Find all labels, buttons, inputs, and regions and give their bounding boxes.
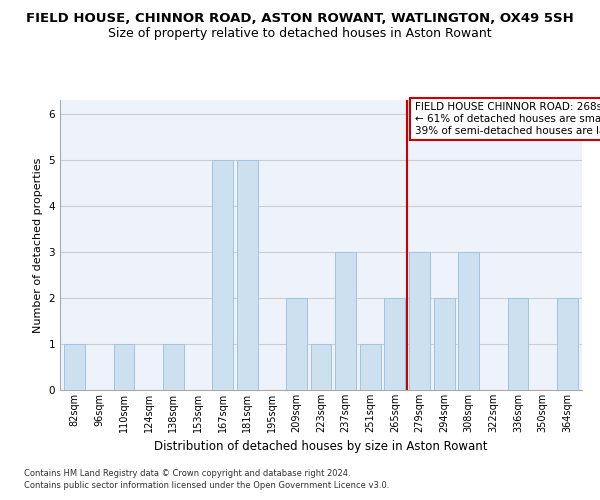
Text: FIELD HOUSE CHINNOR ROAD: 268sqm
← 61% of detached houses are smaller (20)
39% o: FIELD HOUSE CHINNOR ROAD: 268sqm ← 61% o… [415,102,600,136]
Bar [557,298,578,390]
X-axis label: Distribution of detached houses by size in Aston Rowant: Distribution of detached houses by size … [154,440,488,454]
Text: Size of property relative to detached houses in Aston Rowant: Size of property relative to detached ho… [108,28,492,40]
Y-axis label: Number of detached properties: Number of detached properties [33,158,43,332]
Text: Contains public sector information licensed under the Open Government Licence v3: Contains public sector information licen… [24,481,389,490]
Bar [163,344,184,390]
Text: Contains HM Land Registry data © Crown copyright and database right 2024.: Contains HM Land Registry data © Crown c… [24,468,350,477]
Bar [434,298,455,390]
Bar [335,252,356,390]
Bar [212,160,233,390]
Bar [311,344,331,390]
Bar [385,298,406,390]
Bar [286,298,307,390]
Bar [458,252,479,390]
Bar [360,344,381,390]
Text: FIELD HOUSE, CHINNOR ROAD, ASTON ROWANT, WATLINGTON, OX49 5SH: FIELD HOUSE, CHINNOR ROAD, ASTON ROWANT,… [26,12,574,26]
Bar [508,298,529,390]
Bar [409,252,430,390]
Bar [236,160,257,390]
Bar [64,344,85,390]
Bar [113,344,134,390]
